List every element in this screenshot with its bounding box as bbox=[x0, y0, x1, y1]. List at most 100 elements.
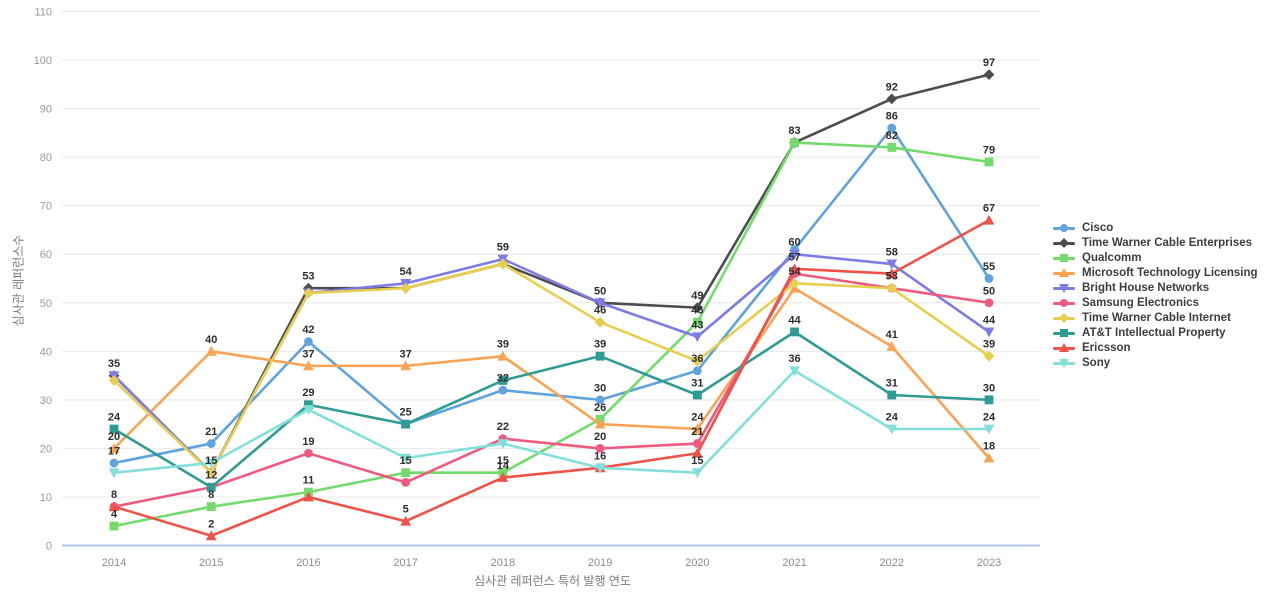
data-point-marker[interactable] bbox=[691, 447, 703, 458]
data-point-marker[interactable] bbox=[789, 263, 800, 274]
legend-item-cisco[interactable]: Cisco bbox=[1053, 222, 1258, 234]
data-point-marker[interactable] bbox=[304, 400, 313, 410]
series-line-ericsson[interactable] bbox=[112, 218, 991, 538]
data-point-marker[interactable] bbox=[692, 317, 702, 327]
data-point-marker[interactable] bbox=[303, 491, 314, 502]
data-point-marker[interactable] bbox=[401, 419, 411, 429]
data-point-marker[interactable] bbox=[401, 477, 411, 487]
data-point-marker[interactable] bbox=[886, 259, 898, 270]
data-point-marker[interactable] bbox=[497, 472, 509, 482]
data-point-marker[interactable] bbox=[109, 521, 119, 531]
data-point-marker[interactable] bbox=[108, 468, 120, 479]
data-point-marker[interactable] bbox=[983, 350, 995, 362]
data-point-marker[interactable] bbox=[886, 424, 898, 435]
data-point-marker[interactable] bbox=[303, 360, 314, 371]
data-point-marker[interactable] bbox=[497, 439, 509, 449]
data-point-marker[interactable] bbox=[887, 390, 897, 400]
data-point-marker[interactable] bbox=[691, 468, 703, 479]
data-point-marker[interactable] bbox=[691, 423, 703, 434]
data-point-marker[interactable] bbox=[400, 360, 412, 371]
data-point-marker[interactable] bbox=[984, 298, 994, 308]
legend-item-qualcomm[interactable]: Qualcomm bbox=[1053, 252, 1258, 264]
data-point-marker[interactable] bbox=[595, 351, 605, 361]
data-point-marker[interactable] bbox=[983, 69, 995, 81]
data-point-marker[interactable] bbox=[108, 375, 120, 386]
data-point-marker[interactable] bbox=[400, 282, 412, 294]
data-point-marker[interactable] bbox=[595, 444, 605, 453]
data-point-marker[interactable] bbox=[205, 458, 217, 469]
data-point-marker[interactable] bbox=[692, 390, 702, 400]
data-point-marker[interactable] bbox=[205, 345, 217, 356]
series-line-time-warner-cable-internet[interactable] bbox=[112, 262, 991, 474]
data-point-label: 5 bbox=[403, 504, 409, 516]
legend-item-microsoft-technology-licensing[interactable]: Microsoft Technology Licensing bbox=[1053, 267, 1258, 279]
data-point-marker[interactable] bbox=[206, 482, 216, 492]
data-point-marker[interactable] bbox=[205, 467, 217, 479]
data-point-marker[interactable] bbox=[886, 93, 898, 105]
data-point-marker[interactable] bbox=[206, 439, 216, 448]
data-point-marker[interactable] bbox=[790, 327, 799, 337]
legend-item-bright-house-networks[interactable]: Bright House Networks bbox=[1053, 282, 1258, 294]
data-point-marker[interactable] bbox=[400, 453, 412, 464]
data-point-marker[interactable] bbox=[400, 515, 412, 526]
data-point-marker[interactable] bbox=[983, 327, 995, 338]
legend-item-time-warner-cable-enterprises[interactable]: Time Warner Cable Enterprises bbox=[1053, 237, 1258, 249]
data-point-marker[interactable] bbox=[594, 298, 606, 309]
data-point-marker[interactable] bbox=[497, 350, 509, 361]
series-line-qualcomm[interactable] bbox=[112, 141, 991, 528]
data-point-marker[interactable] bbox=[886, 282, 898, 294]
data-point-marker[interactable] bbox=[789, 277, 800, 289]
data-point-marker[interactable] bbox=[691, 332, 703, 343]
data-point-marker[interactable] bbox=[595, 395, 605, 405]
data-point-marker[interactable] bbox=[304, 448, 313, 458]
series-line-sony[interactable] bbox=[112, 369, 991, 474]
data-point-label: 97 bbox=[983, 57, 995, 69]
data-point-marker[interactable] bbox=[108, 501, 120, 512]
data-point-marker[interactable] bbox=[594, 418, 606, 429]
data-point-marker[interactable] bbox=[303, 405, 314, 415]
data-point-marker[interactable] bbox=[206, 502, 216, 512]
legend-item-time-warner-cable-internet[interactable]: Time Warner Cable Internet bbox=[1053, 312, 1258, 324]
data-point-marker[interactable] bbox=[594, 316, 606, 328]
series-line-cisco[interactable] bbox=[112, 126, 991, 465]
data-point-marker[interactable] bbox=[983, 424, 995, 435]
series-line-time-warner-cable-enterprises[interactable] bbox=[112, 73, 991, 474]
data-point-marker[interactable] bbox=[886, 268, 898, 279]
data-point-marker[interactable] bbox=[789, 366, 800, 377]
data-point-marker[interactable] bbox=[692, 439, 702, 448]
data-point-marker[interactable] bbox=[304, 337, 313, 347]
data-point-marker[interactable] bbox=[789, 249, 800, 260]
legend-marker-icon bbox=[1053, 252, 1075, 264]
data-point-marker[interactable] bbox=[108, 443, 120, 453]
data-point-marker[interactable] bbox=[886, 341, 898, 351]
data-point-marker[interactable] bbox=[109, 458, 119, 468]
data-point-marker[interactable] bbox=[887, 123, 897, 133]
data-point-marker[interactable] bbox=[984, 274, 994, 283]
data-point-marker[interactable] bbox=[401, 468, 411, 478]
data-point-marker[interactable] bbox=[205, 530, 217, 541]
series-line-at-t-intellectual-property[interactable] bbox=[112, 330, 991, 489]
legend-item-sony[interactable]: Sony bbox=[1053, 357, 1258, 369]
series-line-microsoft-technology-licensing[interactable] bbox=[112, 286, 991, 460]
data-point-marker[interactable] bbox=[983, 214, 995, 225]
data-point-marker[interactable] bbox=[887, 143, 897, 152]
data-point-marker[interactable] bbox=[691, 355, 703, 367]
data-point-marker[interactable] bbox=[303, 287, 314, 299]
data-point-marker[interactable] bbox=[594, 463, 606, 474]
data-point-marker[interactable] bbox=[790, 138, 799, 147]
data-point-marker[interactable] bbox=[498, 376, 508, 385]
data-point-marker[interactable] bbox=[983, 452, 995, 463]
data-point-marker[interactable] bbox=[692, 366, 702, 376]
data-point-marker[interactable] bbox=[691, 302, 703, 314]
legend-item-at-t-intellectual-property[interactable]: AT&T Intellectual Property bbox=[1053, 327, 1258, 339]
data-point-marker[interactable] bbox=[497, 258, 509, 270]
data-point-marker[interactable] bbox=[498, 385, 508, 395]
series-line-samsung-electronics[interactable] bbox=[112, 272, 991, 508]
data-point-marker[interactable] bbox=[984, 395, 994, 405]
legend-item-samsung-electronics[interactable]: Samsung Electronics bbox=[1053, 297, 1258, 309]
data-point-marker[interactable] bbox=[109, 424, 119, 434]
legend-item-ericsson[interactable]: Ericsson bbox=[1053, 342, 1258, 354]
data-point-marker[interactable] bbox=[984, 157, 994, 167]
data-point-label: 57 bbox=[788, 251, 800, 263]
